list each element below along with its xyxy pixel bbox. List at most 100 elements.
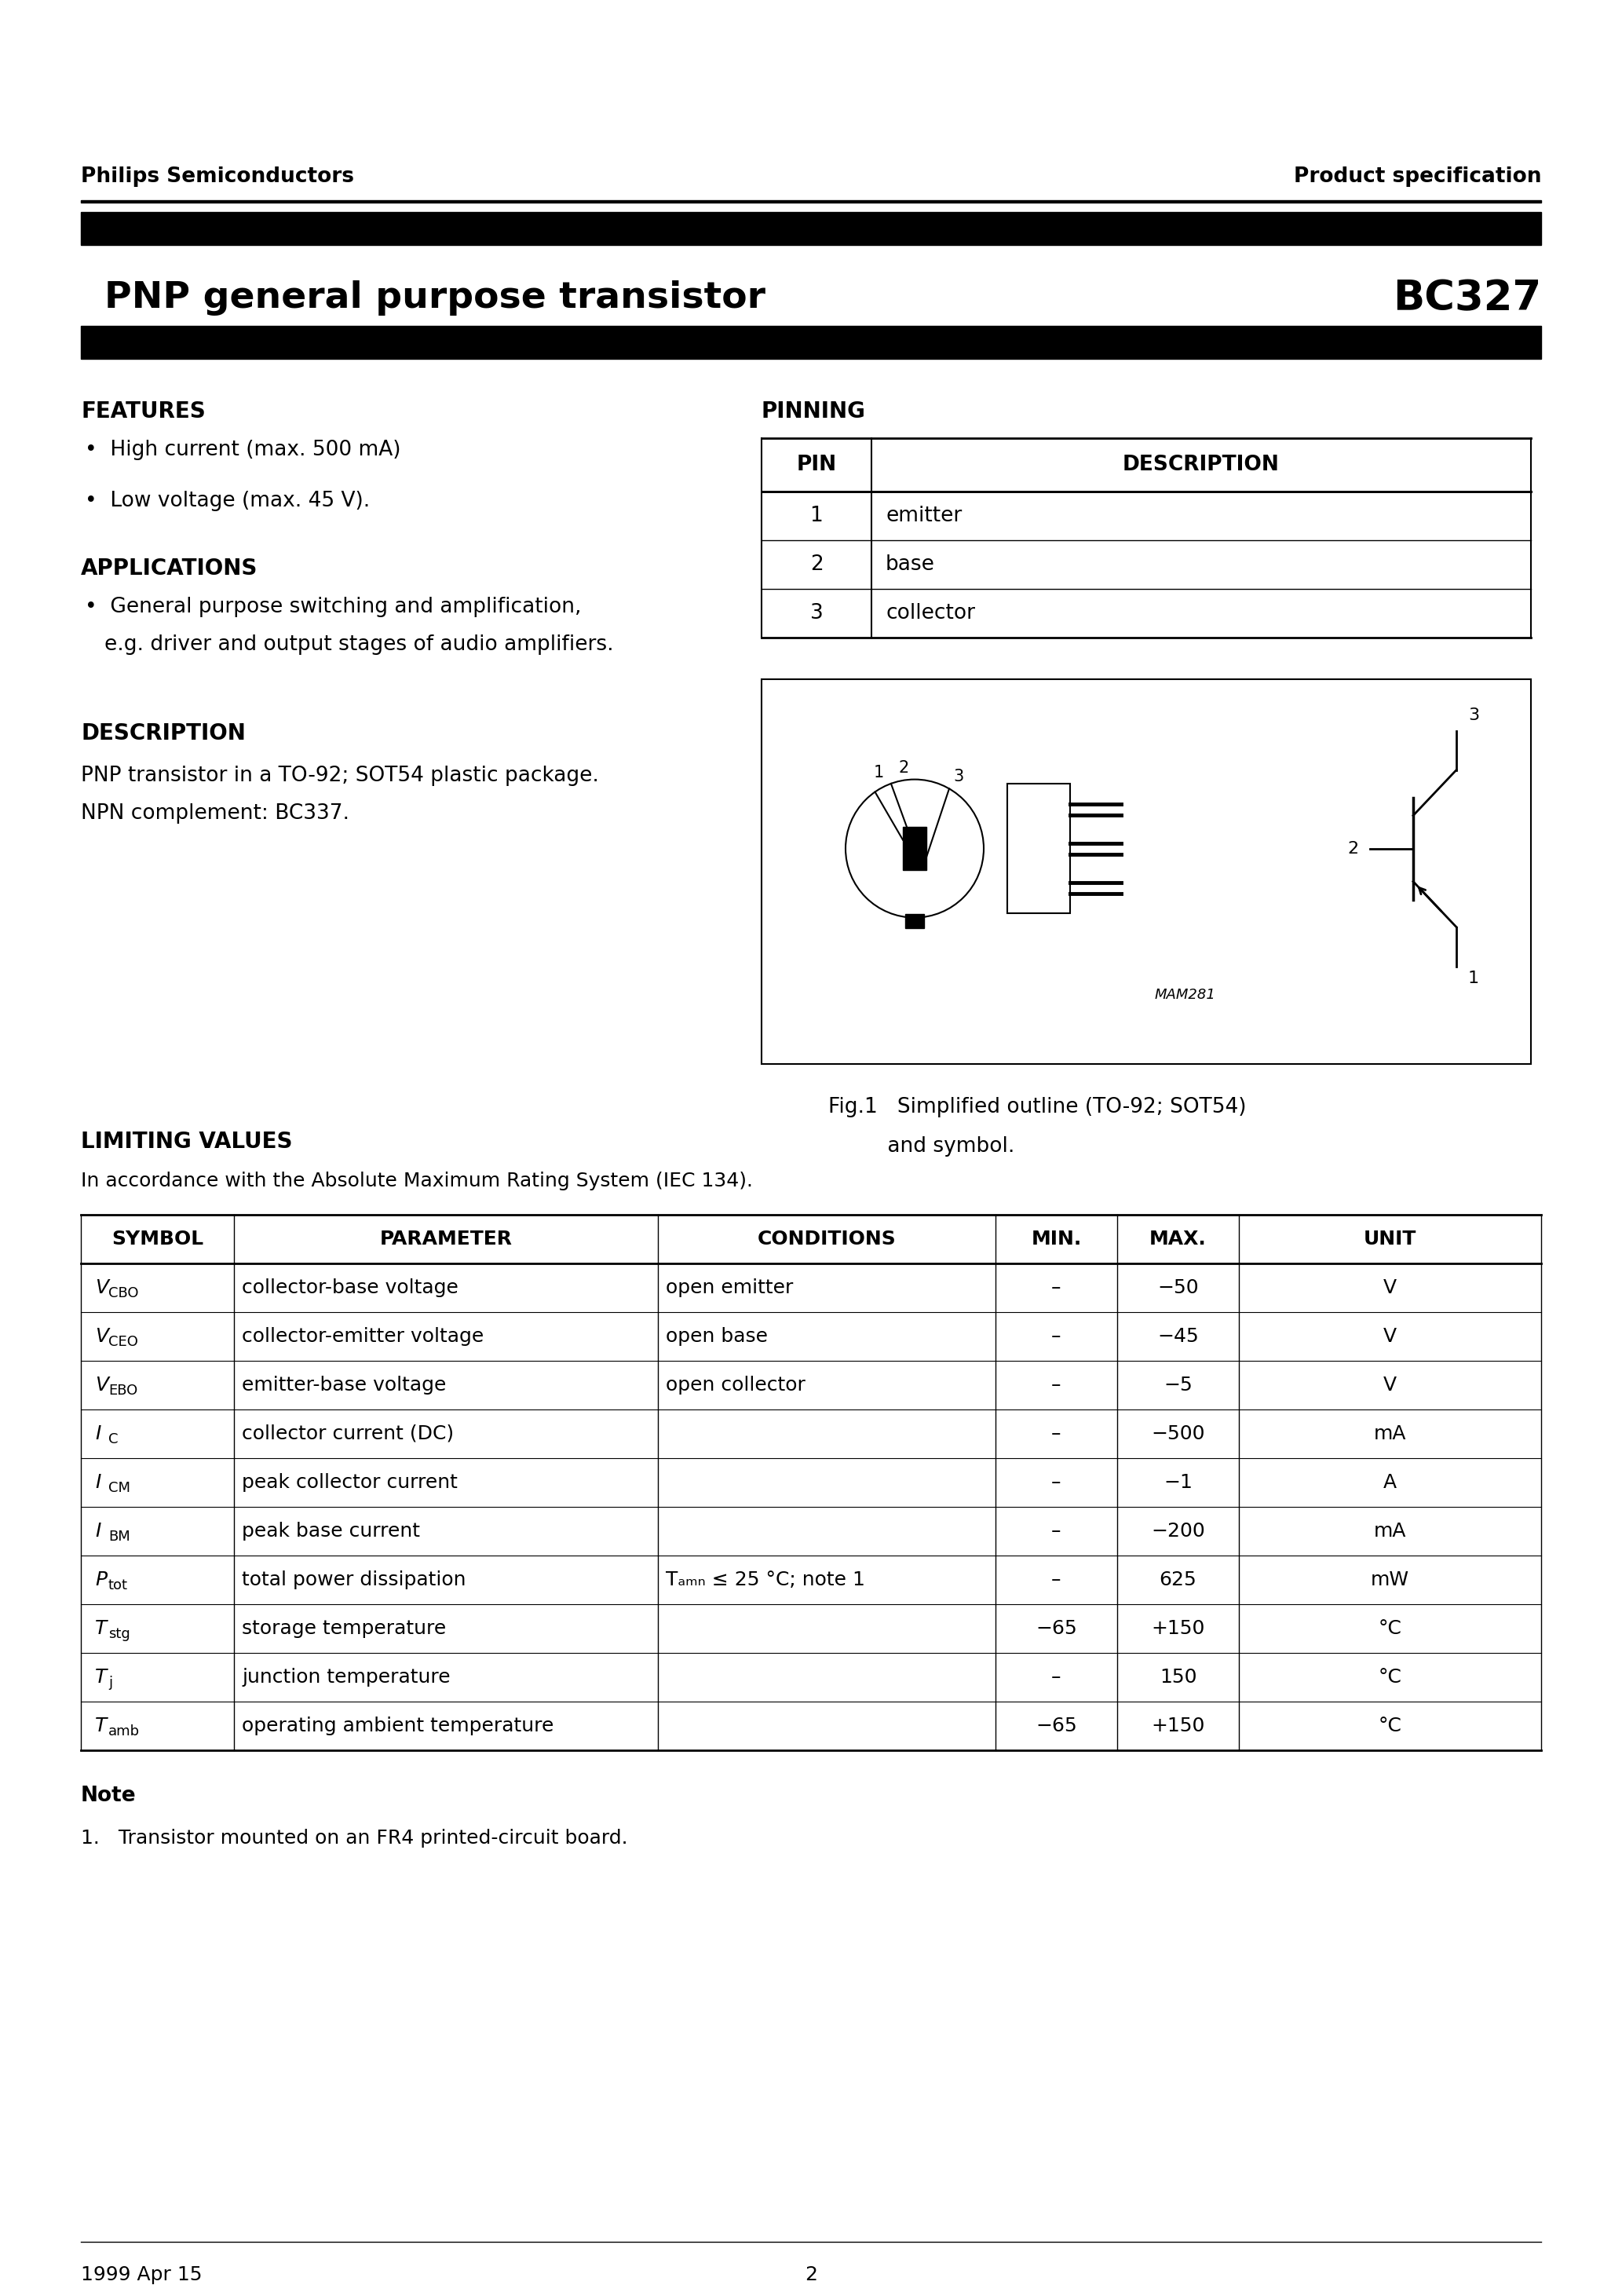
Text: FEATURES: FEATURES bbox=[81, 400, 206, 422]
Text: 1: 1 bbox=[1468, 971, 1479, 985]
Text: mA: mA bbox=[1374, 1522, 1406, 1541]
Text: −1: −1 bbox=[1163, 1474, 1192, 1492]
Text: T: T bbox=[96, 1619, 107, 1637]
Text: UNIT: UNIT bbox=[1364, 1231, 1416, 1249]
Text: 625: 625 bbox=[1160, 1570, 1197, 1589]
Text: 1999 Apr 15: 1999 Apr 15 bbox=[81, 2266, 203, 2285]
Text: tot: tot bbox=[109, 1577, 128, 1593]
Text: 3: 3 bbox=[1468, 707, 1479, 723]
Text: mA: mA bbox=[1374, 1424, 1406, 1444]
Text: −50: −50 bbox=[1158, 1279, 1199, 1297]
Text: storage temperature: storage temperature bbox=[242, 1619, 446, 1637]
Text: V: V bbox=[1384, 1375, 1397, 1394]
Text: MAM281: MAM281 bbox=[1155, 987, 1215, 1001]
Text: DESCRIPTION: DESCRIPTION bbox=[81, 723, 245, 744]
Text: •  High current (max. 500 mA): • High current (max. 500 mA) bbox=[84, 441, 401, 459]
Bar bbox=[762, 680, 1531, 1063]
Text: 2: 2 bbox=[899, 760, 910, 776]
Text: T: T bbox=[96, 1667, 107, 1688]
Text: collector-emitter voltage: collector-emitter voltage bbox=[242, 1327, 483, 1345]
Text: V: V bbox=[96, 1327, 109, 1345]
Text: SYMBOL: SYMBOL bbox=[112, 1231, 203, 1249]
Text: •  Low voltage (max. 45 V).: • Low voltage (max. 45 V). bbox=[84, 491, 370, 512]
Text: MIN.: MIN. bbox=[1032, 1231, 1082, 1249]
Text: –: – bbox=[1051, 1474, 1061, 1492]
Text: stg: stg bbox=[109, 1628, 130, 1642]
Text: –: – bbox=[1051, 1667, 1061, 1688]
Text: °C: °C bbox=[1379, 1667, 1401, 1688]
Text: +150: +150 bbox=[1152, 1717, 1205, 1736]
Text: °C: °C bbox=[1379, 1619, 1401, 1637]
Text: emitter-base voltage: emitter-base voltage bbox=[242, 1375, 446, 1394]
Text: A: A bbox=[1384, 1474, 1397, 1492]
Text: collector current (DC): collector current (DC) bbox=[242, 1424, 454, 1444]
Text: PARAMETER: PARAMETER bbox=[380, 1231, 513, 1249]
Text: open emitter: open emitter bbox=[665, 1279, 793, 1297]
Text: 1: 1 bbox=[874, 765, 884, 781]
Text: CM: CM bbox=[109, 1481, 130, 1495]
Text: 3: 3 bbox=[809, 604, 822, 625]
Text: 3: 3 bbox=[954, 769, 963, 785]
Text: CBO: CBO bbox=[109, 1286, 138, 1300]
Text: Note: Note bbox=[81, 1786, 136, 1807]
Text: –: – bbox=[1051, 1522, 1061, 1541]
Text: –: – bbox=[1051, 1327, 1061, 1345]
Text: I: I bbox=[96, 1474, 101, 1492]
Text: BC327: BC327 bbox=[1393, 278, 1541, 319]
Text: PIN: PIN bbox=[796, 455, 837, 475]
Text: PNP general purpose transistor: PNP general purpose transistor bbox=[104, 280, 766, 317]
Text: In accordance with the Absolute Maximum Rating System (IEC 134).: In accordance with the Absolute Maximum … bbox=[81, 1171, 753, 1189]
Text: T: T bbox=[96, 1717, 107, 1736]
Bar bbox=[1007, 783, 1071, 914]
Text: collector: collector bbox=[886, 604, 975, 625]
Text: DESCRIPTION: DESCRIPTION bbox=[1122, 455, 1280, 475]
Text: CONDITIONS: CONDITIONS bbox=[757, 1231, 895, 1249]
Text: open collector: open collector bbox=[665, 1375, 806, 1394]
Text: PINNING: PINNING bbox=[762, 400, 866, 422]
Text: emitter: emitter bbox=[886, 505, 962, 526]
Bar bbox=[905, 914, 925, 928]
Text: mW: mW bbox=[1371, 1570, 1410, 1589]
Text: amb: amb bbox=[109, 1724, 139, 1738]
Text: −65: −65 bbox=[1035, 1619, 1077, 1637]
Text: junction temperature: junction temperature bbox=[242, 1667, 451, 1688]
Text: and symbol.: and symbol. bbox=[829, 1137, 1015, 1157]
Text: –: – bbox=[1051, 1279, 1061, 1297]
Text: −45: −45 bbox=[1158, 1327, 1199, 1345]
Text: –: – bbox=[1051, 1424, 1061, 1444]
Text: 1: 1 bbox=[809, 505, 822, 526]
Text: open base: open base bbox=[665, 1327, 767, 1345]
Text: −500: −500 bbox=[1152, 1424, 1205, 1444]
Text: P: P bbox=[96, 1570, 107, 1589]
Text: –: – bbox=[1051, 1570, 1061, 1589]
Text: CEO: CEO bbox=[109, 1334, 138, 1350]
Text: LIMITING VALUES: LIMITING VALUES bbox=[81, 1130, 292, 1153]
Text: Philips Semiconductors: Philips Semiconductors bbox=[81, 168, 354, 186]
Text: V: V bbox=[96, 1279, 109, 1297]
Text: V: V bbox=[1384, 1327, 1397, 1345]
Text: Fig.1   Simplified outline (TO-92; SOT54): Fig.1 Simplified outline (TO-92; SOT54) bbox=[829, 1097, 1246, 1118]
Text: PNP transistor in a TO-92; SOT54 plastic package.: PNP transistor in a TO-92; SOT54 plastic… bbox=[81, 765, 599, 785]
Text: Tₐₘₙ ≤ 25 °C; note 1: Tₐₘₙ ≤ 25 °C; note 1 bbox=[665, 1570, 865, 1589]
Text: −5: −5 bbox=[1163, 1375, 1192, 1394]
Text: NPN complement: BC337.: NPN complement: BC337. bbox=[81, 804, 349, 824]
Text: operating ambient temperature: operating ambient temperature bbox=[242, 1717, 553, 1736]
Text: APPLICATIONS: APPLICATIONS bbox=[81, 558, 258, 579]
Bar bbox=[81, 200, 1541, 202]
Text: e.g. driver and output stages of audio amplifiers.: e.g. driver and output stages of audio a… bbox=[104, 634, 613, 654]
Text: collector-base voltage: collector-base voltage bbox=[242, 1279, 459, 1297]
Text: peak collector current: peak collector current bbox=[242, 1474, 457, 1492]
Text: −200: −200 bbox=[1152, 1522, 1205, 1541]
Text: BM: BM bbox=[109, 1529, 130, 1543]
Bar bbox=[903, 827, 926, 870]
Text: 2: 2 bbox=[1348, 840, 1358, 856]
Bar bbox=[81, 211, 1541, 246]
Text: V: V bbox=[96, 1375, 109, 1394]
Text: base: base bbox=[886, 553, 934, 574]
Text: j: j bbox=[109, 1676, 112, 1690]
Bar bbox=[81, 326, 1541, 358]
Text: I: I bbox=[96, 1522, 101, 1541]
Text: V: V bbox=[1384, 1279, 1397, 1297]
Text: 2: 2 bbox=[805, 2266, 817, 2285]
Text: 1.   Transistor mounted on an FR4 printed-circuit board.: 1. Transistor mounted on an FR4 printed-… bbox=[81, 1830, 628, 1848]
